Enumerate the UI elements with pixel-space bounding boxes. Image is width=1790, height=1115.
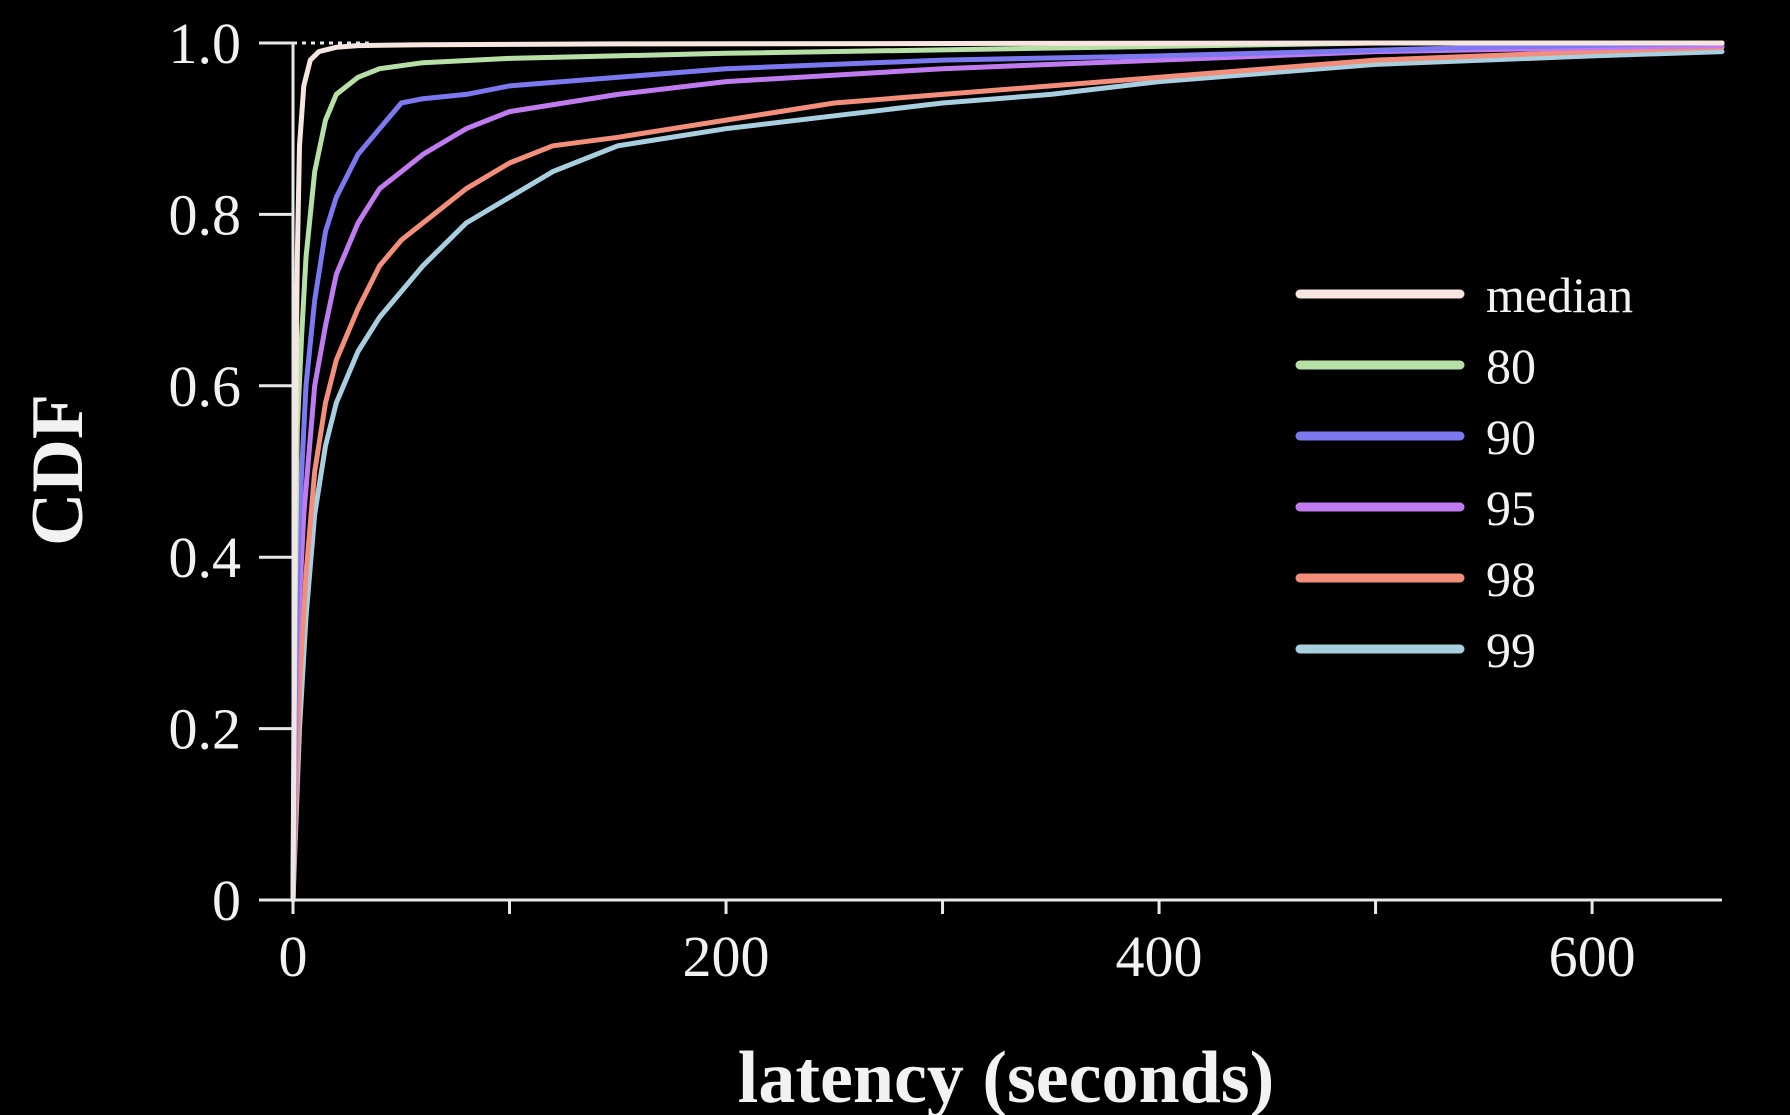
legend-label-99: 99 bbox=[1486, 622, 1536, 678]
legend-label-98: 98 bbox=[1486, 551, 1536, 607]
legend-label-90: 90 bbox=[1486, 409, 1536, 465]
y-tick-label: 0.6 bbox=[169, 354, 242, 419]
y-axis-label: CDF bbox=[17, 394, 99, 546]
series-line-90 bbox=[290, 40, 1725, 903]
x-tick-label: 400 bbox=[1116, 924, 1203, 989]
x-tick-label: 200 bbox=[683, 924, 770, 989]
y-tick-label: 0 bbox=[212, 868, 241, 933]
series-line-99 bbox=[290, 49, 1725, 903]
series-line-98 bbox=[290, 44, 1725, 903]
y-tick-label: 0.4 bbox=[169, 525, 242, 590]
y-tick-label: 0.2 bbox=[169, 697, 242, 762]
x-tick-label: 600 bbox=[1549, 924, 1636, 989]
x-axis-label: latency (seconds) bbox=[738, 1037, 1274, 1115]
legend-label-95: 95 bbox=[1486, 480, 1536, 536]
legend-label-80: 80 bbox=[1486, 338, 1536, 394]
series-line-95 bbox=[290, 43, 1725, 903]
y-tick-label: 1.0 bbox=[169, 11, 242, 76]
series-line-median bbox=[290, 40, 1725, 903]
x-tick-label: 0 bbox=[279, 924, 308, 989]
plot-area bbox=[290, 40, 1725, 903]
legend: median 80 90 95 98 99 bbox=[1295, 267, 1633, 678]
tick-labels: 0 200 400 600 0 0.2 0.4 0.6 0.8 1.0 bbox=[169, 11, 1636, 989]
axes bbox=[259, 41, 1722, 914]
series-line-80 bbox=[290, 40, 1725, 903]
y-tick-label: 0.8 bbox=[169, 182, 242, 247]
legend-label-median: median bbox=[1486, 267, 1633, 323]
